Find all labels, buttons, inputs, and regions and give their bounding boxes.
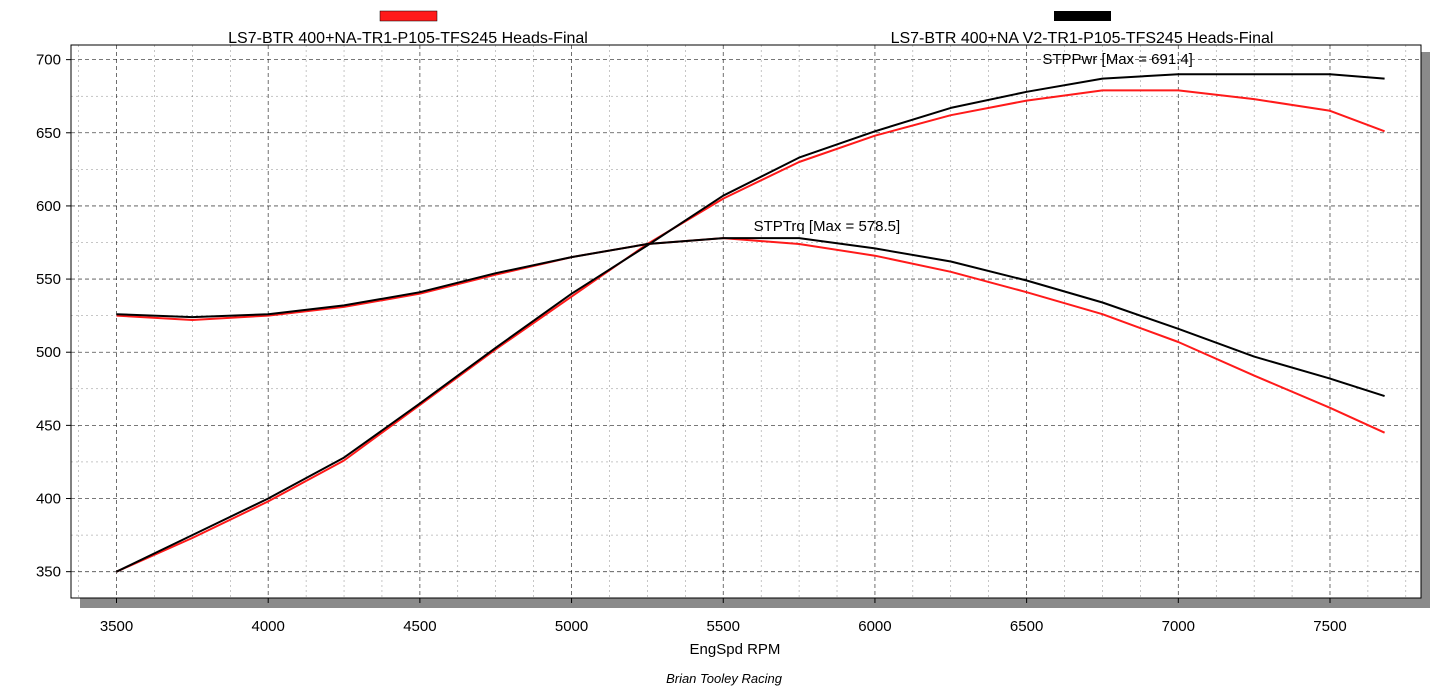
legend-swatch-red [379, 10, 438, 22]
annotation-stppwr-max: STPPwr [Max = 691.4] [1042, 51, 1192, 68]
x-tick-label: 6000 [858, 618, 891, 635]
series-lines [116, 73, 1386, 573]
legend-label-black: LS7-BTR 400+NA V2-TR1-P105-TFS245 Heads-… [891, 30, 1274, 47]
annotation-stptrq-max: STPTrq [Max = 578.5] [754, 218, 901, 235]
y-tick-label: 500 [36, 344, 61, 361]
legend-label-red: LS7-BTR 400+NA-TR1-P105-TFS245 Heads-Fin… [228, 30, 588, 47]
series-line-stptrq [116, 237, 1386, 434]
credit-text: Brian Tooley Racing [666, 671, 783, 686]
legend: LS7-BTR 400+NA-TR1-P105-TFS245 Heads-Fin… [228, 10, 1274, 47]
x-tick-label: 7500 [1313, 618, 1346, 635]
x-axis-title: EngSpd RPM [690, 641, 781, 658]
y-tick-label: 550 [36, 271, 61, 288]
x-tick-label: 4000 [252, 618, 285, 635]
x-tick-label: 5500 [707, 618, 740, 635]
y-tick-label: 400 [36, 491, 61, 508]
series-line-stptrq [116, 237, 1385, 398]
legend-swatch-black [1054, 11, 1111, 21]
x-tick-label: 4500 [403, 618, 436, 635]
y-tick-label: 450 [36, 417, 61, 434]
y-tick-label: 600 [36, 198, 61, 215]
x-tick-label: 7000 [1162, 618, 1195, 635]
series-line-stppwr [116, 73, 1385, 573]
x-tick-label: 5000 [555, 618, 588, 635]
series-line-stppwr [116, 89, 1385, 573]
plot-area [70, 44, 1422, 599]
x-axis-ticks: 3500 4000 4500 5000 5500 6000 6500 7000 7500 [100, 598, 1347, 635]
annotations: STPPwr [Max = 691.4] STPTrq [Max = 578.5… [754, 51, 1193, 235]
x-tick-label: 3500 [100, 618, 133, 635]
x-tick-label: 6500 [1010, 618, 1043, 635]
y-tick-label: 350 [36, 564, 61, 581]
y-axis-ticks: 350 400 450 500 550 600 650 700 [36, 52, 71, 581]
y-tick-label: 650 [36, 125, 61, 142]
y-tick-label: 700 [36, 52, 61, 69]
